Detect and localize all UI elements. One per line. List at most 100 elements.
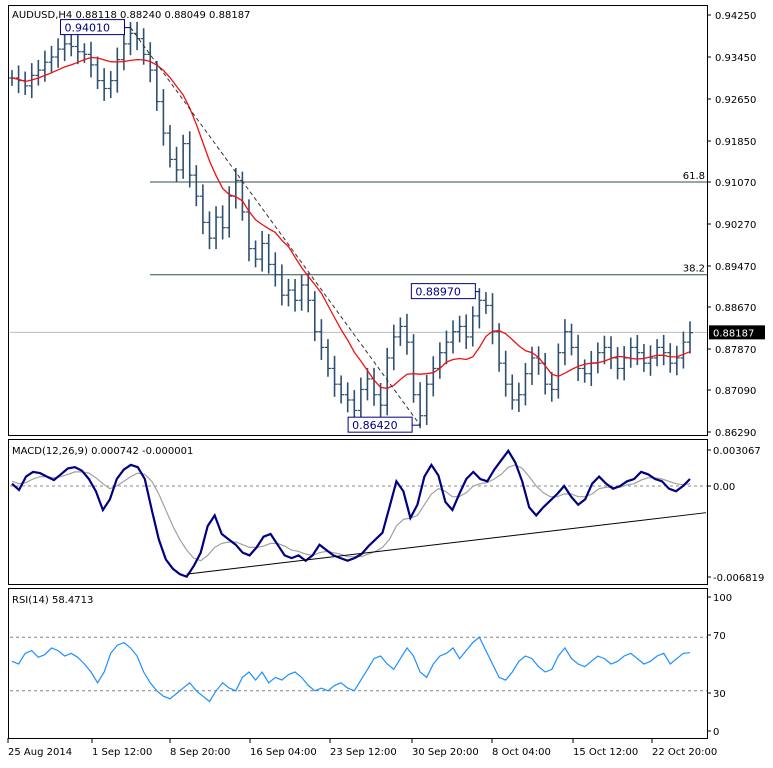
ohlc-bar	[357, 377, 364, 423]
price-y-tick-label: 0.90270	[715, 220, 756, 231]
ohlc-bar	[687, 321, 693, 354]
price-y-tick-label: 0.87090	[715, 386, 756, 397]
ohlc-bar	[41, 50, 48, 82]
ohlc-bar	[654, 339, 661, 367]
ohlc-bar	[265, 234, 272, 274]
price-panel-title: AUDUSD,H4 0.88118 0.88240 0.88049 0.8818…	[12, 10, 250, 21]
ohlc-bar	[351, 390, 358, 421]
current-price-badge	[709, 325, 765, 340]
ohlc-bar	[548, 371, 555, 402]
ohlc-bar	[213, 206, 220, 250]
ohlc-bar	[450, 320, 457, 354]
ohlc-bar	[667, 343, 674, 373]
ohlc-bar	[252, 240, 259, 268]
ohlc-bar	[219, 205, 226, 240]
ohlc-bar	[259, 230, 266, 272]
ohlc-bar	[634, 335, 641, 366]
ohlc-bar	[298, 274, 305, 311]
ohlc-bar	[324, 339, 331, 377]
ohlc-bar	[61, 31, 68, 62]
x-axis-tick-label: 8 Oct 04:00	[492, 747, 551, 758]
x-axis-tick-label: 8 Sep 20:00	[170, 747, 230, 758]
ohlc-bar	[397, 317, 404, 346]
rsi-y-tick-label: 30	[713, 689, 726, 700]
ohlc-bar	[476, 288, 483, 329]
ohlc-bar	[318, 319, 325, 360]
rsi-y-tick-label: 100	[713, 593, 732, 604]
ohlc-bar	[482, 292, 489, 314]
ohlc-bar	[193, 165, 200, 207]
ohlc-bar	[180, 134, 187, 179]
macd-y-tick-label: 0.003067	[713, 446, 761, 457]
current-price-label: 0.88187	[713, 328, 754, 339]
price-y-tick-label: 0.88670	[715, 303, 756, 314]
ohlc-bar	[120, 33, 127, 71]
ohlc-bar	[331, 355, 338, 397]
price-y-tick-label: 0.92650	[715, 95, 756, 106]
ohlc-bar	[509, 374, 516, 410]
ohlc-bar	[469, 306, 476, 347]
price-annotation: 0.94010	[59, 19, 131, 36]
price-annotation: 0.86420	[347, 416, 421, 433]
ohlc-bar	[305, 273, 312, 313]
ohlc-bar	[384, 347, 391, 416]
ohlc-bar	[647, 345, 654, 376]
ohlc-bar	[94, 56, 101, 90]
price-annotation-label: 0.86420	[352, 419, 398, 432]
x-axis: 25 Aug 2014 1 Sep 12:00 8 Sep 20:00 16 Sep …	[7, 738, 717, 758]
ohlc-bar	[463, 314, 470, 349]
macd-y-tick-label: -0.006819	[713, 573, 764, 584]
ohlc-bar	[568, 323, 575, 356]
ohlc-bar	[660, 334, 667, 366]
ohlc-bar	[114, 47, 121, 93]
ohlc-bar	[160, 89, 167, 146]
ohlc-bar	[410, 334, 417, 403]
ohlc-bar	[430, 356, 437, 397]
rsi-line	[11, 636, 691, 703]
ohlc-bar	[555, 343, 562, 399]
price-annotation-label: 0.88970	[415, 286, 461, 299]
ohlc-bar	[614, 347, 621, 380]
ohlc-bar	[199, 184, 206, 235]
macd-panel-title: MACD(12,26,9) 0.000742 -0.000001	[12, 446, 193, 457]
ohlc-bar	[272, 252, 279, 287]
x-axis-tick-label: 16 Sep 04:00	[250, 747, 317, 758]
x-axis-tick-label: 23 Sep 12:00	[330, 747, 397, 758]
macd-panel-frame	[8, 439, 708, 585]
ohlc-bar	[285, 278, 292, 307]
macd-layer: 0.003067 0.00 -0.006819	[10, 446, 764, 584]
fibonacci-level-label: 38.2	[683, 264, 705, 275]
ohlc-bar	[601, 335, 608, 365]
ohlc-bar	[173, 146, 180, 183]
price-y-tick-label: 0.89470	[715, 262, 756, 273]
rsi-layer: 100 70 30 0	[10, 593, 732, 738]
price-y-tick-label: 0.87870	[715, 345, 756, 356]
ohlc-bar	[186, 131, 193, 188]
ohlc-bar	[74, 34, 81, 65]
ohlc-bar	[522, 362, 529, 406]
ohlc-bar	[338, 375, 345, 404]
ohlc-bar	[502, 350, 509, 397]
ohlc-bar	[48, 45, 55, 74]
price-y-tick-label: 0.91070	[715, 178, 756, 189]
ohlc-bar	[55, 38, 62, 68]
price-y-tick-label: 0.93450	[715, 53, 756, 64]
ohlc-bar	[68, 34, 75, 57]
ohlc-bar	[423, 374, 430, 425]
fibonacci-level-label: 61.8	[683, 171, 705, 182]
ohlc-bar	[403, 313, 410, 355]
macd-signal-line	[11, 464, 691, 562]
x-axis-tick-label: 1 Sep 12:00	[92, 747, 152, 758]
ohlc-bar	[153, 60, 160, 111]
ohlc-bar	[456, 315, 463, 343]
ohlc-bar	[515, 382, 522, 412]
ohlc-bar	[443, 330, 450, 365]
ohlc-bar	[390, 324, 397, 371]
ohlc-bar	[673, 345, 680, 376]
rsi-y-tick-label: 0	[713, 727, 719, 738]
ohlc-bar	[680, 331, 687, 369]
ohlc-bar	[292, 278, 299, 312]
ohlc-bar	[535, 346, 542, 375]
x-axis-tick-label: 30 Sep 20:00	[412, 747, 479, 758]
x-axis-tick-label: 15 Oct 12:00	[573, 747, 638, 758]
